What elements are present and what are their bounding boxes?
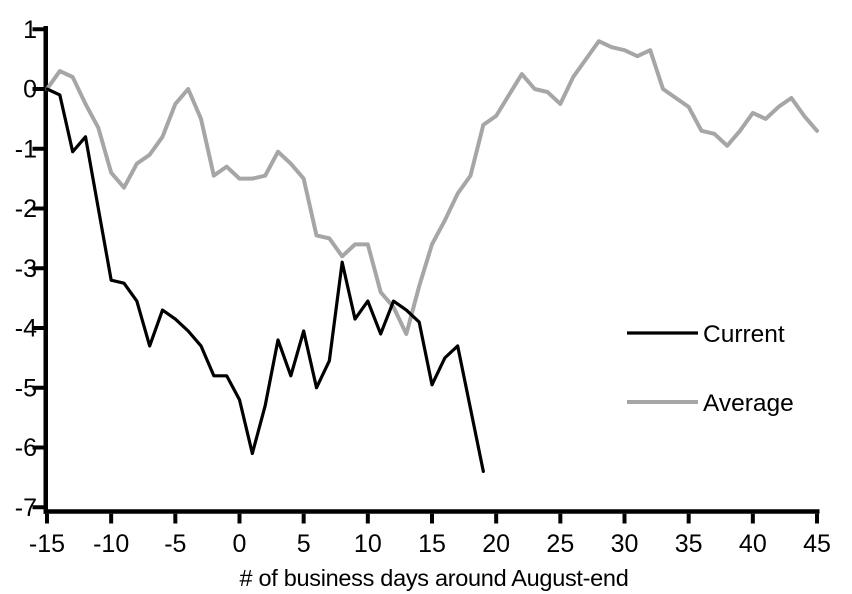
y-tick-label: -3 [15,255,37,283]
y-tick-label: -4 [15,315,37,343]
x-tick-label: 35 [675,530,703,558]
legend-item-current: Current [627,321,785,348]
x-tick-label: 30 [611,530,639,558]
x-tick-label: 0 [233,530,247,558]
y-tick-label: -2 [15,195,37,223]
legend: Current Average [627,321,794,417]
axes [43,26,820,514]
x-tick-label: 20 [482,530,510,558]
y-tick-label: -5 [15,374,37,402]
y-tick-label: -1 [15,135,37,163]
x-tick-label: 40 [739,530,767,558]
x-axis-ticks: -15 -10 -5 0 5 10 15 20 25 30 35 40 45 [29,513,831,558]
y-tick-label: -6 [15,434,37,462]
x-axis-title: # of business days around August-end [240,565,629,591]
x-tick-label: 15 [418,530,446,558]
x-tick-label: -10 [93,530,129,558]
legend-label: Average [703,390,794,417]
y-tick-label: 1 [23,16,37,44]
x-tick-label: 10 [354,530,382,558]
series-line-average [45,39,819,336]
y-tick-label: 0 [23,76,37,104]
x-tick-label: 5 [297,530,311,558]
x-tick-label: -5 [164,530,186,558]
legend-item-average: Average [627,390,794,417]
x-tick-label: 45 [803,530,831,558]
y-tick-label: -7 [15,494,37,522]
y-axis-ticks: 1 0 -1 -2 -3 -4 -5 -6 -7 [15,16,44,522]
series-line-current [45,87,485,473]
x-tick-label: -15 [29,530,65,558]
x-tick-label: 25 [546,530,574,558]
legend-label: Current [703,321,785,348]
